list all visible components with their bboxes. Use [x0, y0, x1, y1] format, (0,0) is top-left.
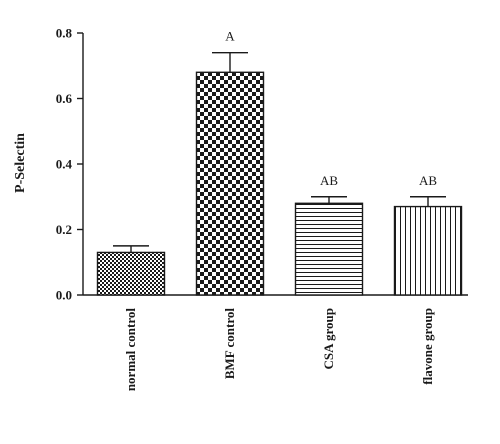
- x-category-label-bmf-control: BMF control: [222, 308, 237, 380]
- y-axis-title: P-Selectin: [13, 133, 28, 193]
- bar-csa-group: [294, 202, 364, 296]
- bar-flavone-group: [393, 205, 463, 296]
- y-tick-label: 0.4: [56, 157, 73, 172]
- bar-bmf-control: [195, 71, 265, 296]
- x-labels: normal control BMF control CSA group flavon…: [123, 308, 435, 392]
- y-ticks: 0.0 0.2 0.4 0.6 0.8: [56, 26, 83, 303]
- significance-label-flavone-group: AB: [419, 173, 437, 188]
- x-category-label-flavone-group: flavone group: [420, 308, 435, 385]
- y-tick-label: 0.8: [56, 26, 73, 41]
- significance-label-bmf-control: A: [225, 29, 235, 44]
- y-tick-label: 0.6: [56, 91, 73, 106]
- x-category-label-csa-group: CSA group: [321, 308, 336, 370]
- x-category-label-normal-control: normal control: [123, 308, 138, 392]
- bars: A AB AB: [96, 29, 463, 296]
- significance-label-csa-group: AB: [320, 173, 338, 188]
- y-tick-label: 0.0: [56, 288, 72, 303]
- bar-normal-control: [96, 251, 166, 296]
- y-tick-label: 0.2: [56, 222, 72, 237]
